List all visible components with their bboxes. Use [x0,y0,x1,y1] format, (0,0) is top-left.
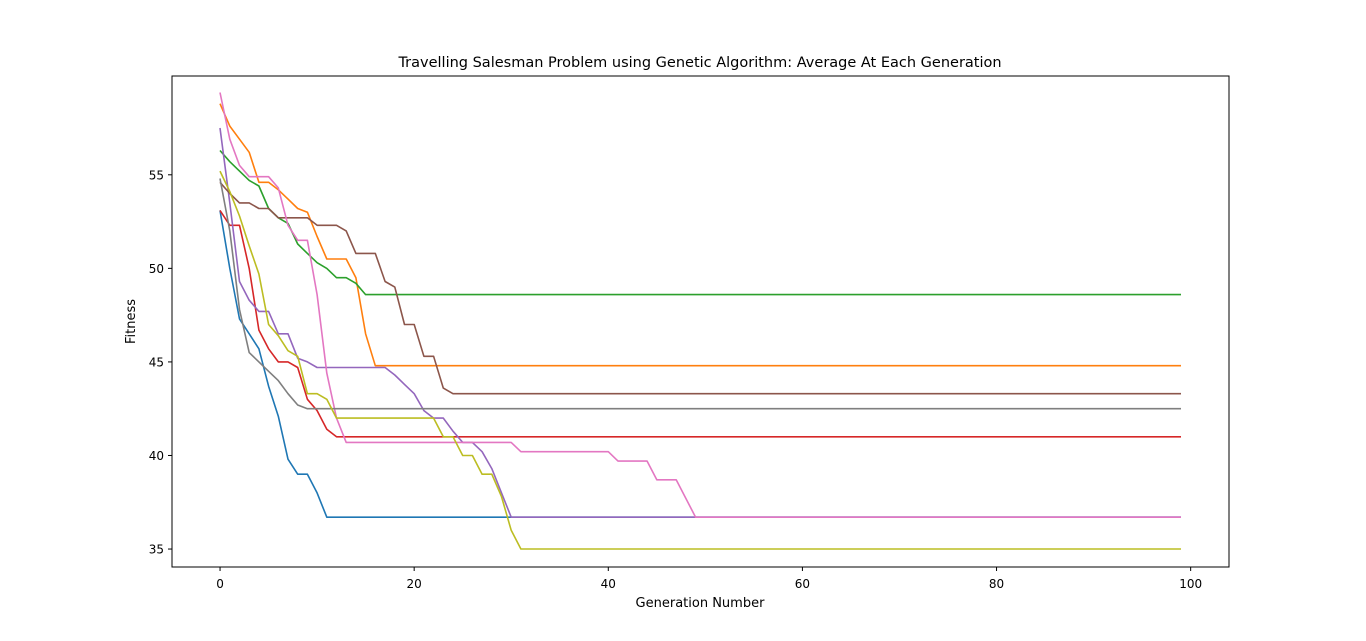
y-tick-label: 45 [149,355,164,369]
x-tick-label: 60 [795,577,810,591]
chart-title: Travelling Salesman Problem using Geneti… [397,55,1001,71]
x-axis-ticks: 0 20 40 60 80 100 [216,567,1202,591]
y-tick-label: 35 [149,543,164,557]
y-axis-ticks: 35 40 45 50 55 [149,168,172,557]
series-line-9 [219,170,1181,550]
series-line-7 [219,92,1181,519]
x-tick-label: 40 [601,577,616,591]
x-tick-label: 0 [216,577,224,591]
series-layer [219,92,1181,550]
x-tick-label: 20 [407,577,422,591]
series-line-2 [219,103,1181,367]
series-line-5 [219,127,1181,519]
series-line-8 [219,178,1181,410]
y-axis-label: Fitness [124,299,139,344]
x-axis-label: Generation Number [636,596,766,611]
series-line-1 [219,210,1181,519]
y-tick-label: 55 [149,168,164,182]
series-line-4 [219,209,1181,438]
y-tick-label: 50 [149,262,164,276]
x-tick-label: 100 [1179,577,1202,591]
y-tick-label: 40 [149,449,164,463]
plot-frame [171,75,1230,568]
x-tick-label: 80 [989,577,1004,591]
series-line-6 [219,181,1181,395]
series-line-3 [219,149,1181,296]
